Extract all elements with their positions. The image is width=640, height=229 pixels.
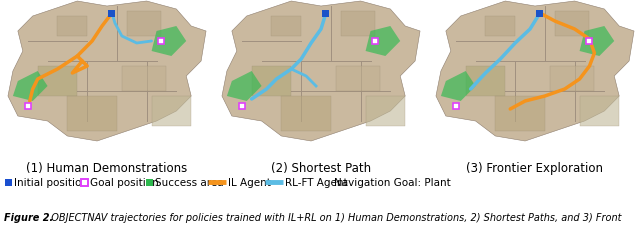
Text: Goal position: Goal position xyxy=(90,177,159,187)
Polygon shape xyxy=(8,2,206,141)
Bar xyxy=(108,11,115,17)
Bar xyxy=(58,17,87,37)
Text: Figure 2.: Figure 2. xyxy=(4,212,53,222)
Bar xyxy=(159,39,164,45)
Text: OBJECTNAV trajectories for policies trained with IL+RL on 1) Human Demonstration: OBJECTNAV trajectories for policies trai… xyxy=(45,212,622,222)
Polygon shape xyxy=(580,27,614,57)
Bar xyxy=(336,67,380,92)
Polygon shape xyxy=(227,72,262,101)
Bar xyxy=(495,97,545,131)
Text: IL Agent: IL Agent xyxy=(228,177,271,187)
Bar xyxy=(555,12,589,37)
Polygon shape xyxy=(222,2,420,141)
Bar xyxy=(282,97,331,131)
Bar xyxy=(452,104,459,109)
Bar xyxy=(81,179,88,186)
Bar xyxy=(372,39,378,45)
Bar xyxy=(341,12,376,37)
Bar xyxy=(25,104,31,109)
Bar xyxy=(127,12,161,37)
Text: Navigation Goal: Plant: Navigation Goal: Plant xyxy=(334,177,451,187)
Text: (1) Human Demonstrations: (1) Human Demonstrations xyxy=(26,161,188,174)
Text: RL-FT Agent: RL-FT Agent xyxy=(285,177,348,187)
Bar xyxy=(5,179,12,186)
Bar xyxy=(38,67,77,97)
Bar xyxy=(365,97,405,126)
Text: Initial position: Initial position xyxy=(14,177,88,187)
Bar xyxy=(147,179,154,186)
Text: (3) Frontier Exploration: (3) Frontier Exploration xyxy=(467,161,604,174)
Text: Success area: Success area xyxy=(156,177,224,187)
Bar xyxy=(550,67,595,92)
Bar xyxy=(152,97,191,126)
Bar xyxy=(580,97,619,126)
Bar xyxy=(486,17,515,37)
Bar xyxy=(323,11,330,17)
Bar xyxy=(122,67,166,92)
Polygon shape xyxy=(152,27,186,57)
Bar xyxy=(466,67,506,97)
Text: (2) Shortest Path: (2) Shortest Path xyxy=(271,161,371,174)
Bar xyxy=(67,97,117,131)
Bar xyxy=(536,11,543,17)
Bar xyxy=(586,39,593,45)
Polygon shape xyxy=(441,72,476,101)
Bar xyxy=(271,17,301,37)
Bar xyxy=(239,104,244,109)
Polygon shape xyxy=(13,72,47,101)
Polygon shape xyxy=(365,27,400,57)
Polygon shape xyxy=(436,2,634,141)
Bar xyxy=(252,67,291,97)
